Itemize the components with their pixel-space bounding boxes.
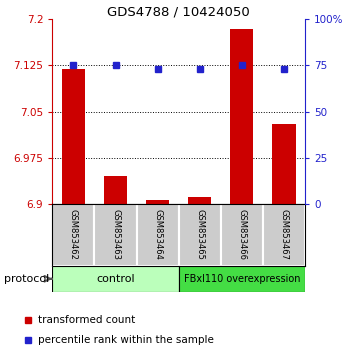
Text: percentile rank within the sample: percentile rank within the sample	[38, 335, 214, 345]
Bar	[136, 204, 179, 266]
Bar	[221, 204, 263, 266]
Text: FBxl110 overexpression: FBxl110 overexpression	[184, 274, 300, 284]
Bar	[95, 204, 136, 266]
Text: protocol: protocol	[4, 274, 49, 284]
Title: GDS4788 / 10424050: GDS4788 / 10424050	[107, 5, 250, 18]
Bar	[52, 266, 179, 292]
Bar	[52, 204, 95, 266]
Bar	[188, 198, 211, 204]
Text: GSM853465: GSM853465	[195, 209, 204, 260]
Bar	[230, 29, 253, 204]
Text: GSM853466: GSM853466	[238, 209, 246, 260]
Bar	[179, 266, 305, 292]
Text: GSM853467: GSM853467	[279, 209, 288, 260]
Text: GSM853464: GSM853464	[153, 209, 162, 260]
Bar	[62, 69, 85, 204]
Text: GSM853462: GSM853462	[69, 209, 78, 260]
Text: control: control	[96, 274, 135, 284]
Bar	[263, 204, 305, 266]
Bar	[146, 200, 169, 204]
Bar	[179, 204, 221, 266]
Text: transformed count: transformed count	[38, 315, 136, 325]
Text: GSM853463: GSM853463	[111, 209, 120, 260]
Bar	[104, 176, 127, 204]
Bar	[273, 124, 296, 204]
